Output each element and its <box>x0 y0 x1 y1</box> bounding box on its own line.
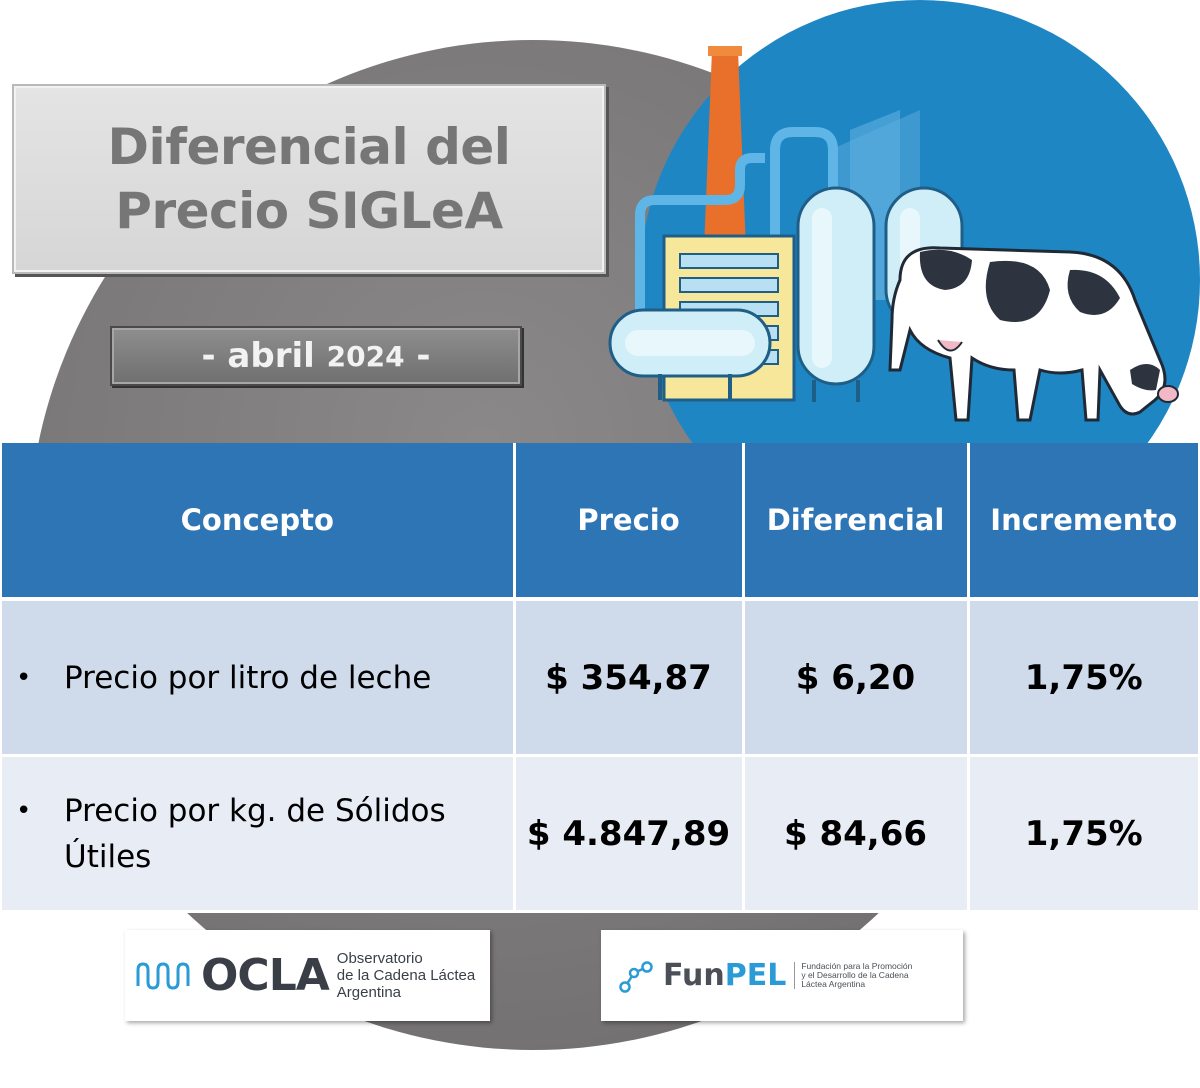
ocla-line-3: Argentina <box>336 984 402 1001</box>
cell-incremento: 1,75% <box>968 599 1198 757</box>
cell-precio: $ 4.847,89 <box>514 755 745 913</box>
concepto-text: Precio por litro de leche <box>64 659 432 696</box>
funpel-subtitle: Fundación para la Promoción y el Desarro… <box>794 962 912 989</box>
page-title: Diferencial del Precio SIGLeA <box>108 115 511 243</box>
dairy-factory-illustration <box>608 46 1179 422</box>
cell-diferencial: $ 84,66 <box>743 755 970 913</box>
ocla-logo: OCLA Observatorio de la Cadena Láctea Ar… <box>125 930 490 1021</box>
header-diferencial: Diferencial <box>743 443 970 601</box>
header-precio: Precio <box>514 443 745 601</box>
price-table: Concepto Precio Diferencial Incremento •… <box>2 443 1198 913</box>
ocla-wordmark: OCLA <box>201 950 330 1001</box>
cow-illustration <box>888 246 1179 422</box>
bullet-icon: • <box>16 795 32 826</box>
date-suffix: - <box>416 336 431 376</box>
date-year: 2024 <box>326 339 405 373</box>
header-concepto: Concepto <box>2 443 516 601</box>
title-line-2: Precio SIGLeA <box>115 182 503 240</box>
header-incremento: Incremento <box>968 443 1198 601</box>
cell-concepto: • Precio por kg. de Sólidos Útiles <box>2 755 516 913</box>
title-line-1: Diferencial del <box>107 118 511 176</box>
table-row: • Precio por kg. de Sólidos Útiles $ 4.8… <box>2 755 1198 913</box>
ocla-line-1: Observatorio <box>336 950 423 967</box>
funpel-logo: FunPEL Fundación para la Promoción y el … <box>601 930 963 1021</box>
cell-concepto: • Precio por litro de leche <box>2 599 516 757</box>
funpel-line-1: Fundación para la Promoción <box>801 961 913 971</box>
funpel-wordmark: FunPEL <box>663 958 786 993</box>
date-badge: - abril 2024 - <box>110 326 522 386</box>
ocla-line-2: de la Cadena Láctea <box>336 967 476 984</box>
ocla-wave-icon <box>136 961 190 990</box>
ocla-subtitle: Observatorio de la Cadena Láctea Argenti… <box>337 950 475 1001</box>
title-box: Diferencial del Precio SIGLeA <box>12 84 606 274</box>
table-header-row: Concepto Precio Diferencial Incremento <box>2 443 1198 601</box>
funpel-word-fun: Fun <box>663 958 725 993</box>
cell-incremento: 1,75% <box>968 755 1198 913</box>
table-row: • Precio por litro de leche $ 354,87 $ 6… <box>2 599 1198 757</box>
funpel-line-2: y el Desarrollo de la Cadena <box>801 970 909 980</box>
bullet-icon: • <box>16 662 32 693</box>
concepto-text: Precio por kg. de Sólidos Útiles <box>64 792 446 875</box>
cell-precio: $ 354,87 <box>514 599 745 757</box>
date-month: - abril <box>201 336 315 376</box>
funpel-line-3: Láctea Argentina <box>801 979 866 989</box>
funpel-word-pel: PEL <box>724 958 787 993</box>
cell-diferencial: $ 6,20 <box>743 599 970 757</box>
funpel-network-icon <box>619 960 653 993</box>
